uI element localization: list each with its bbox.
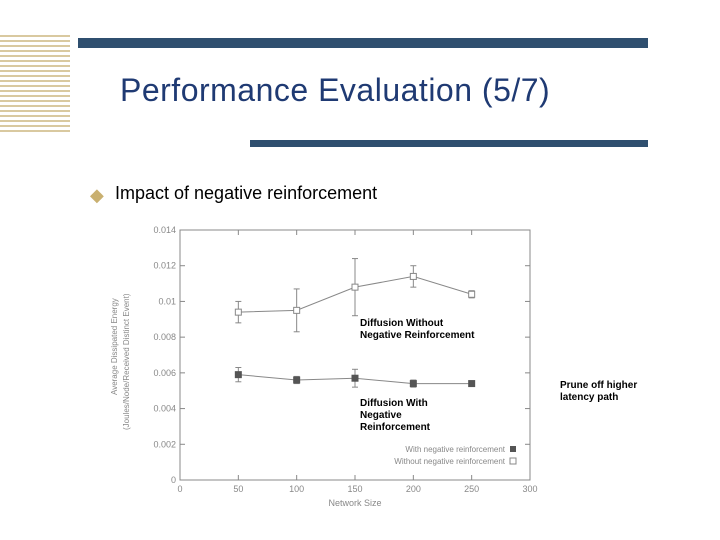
svg-text:100: 100 [289,484,304,494]
svg-text:0: 0 [177,484,182,494]
chart-container: 0 0.002 0.004 0.006 0.008 0.01 0.012 0.014 0 50 10… [120,220,540,510]
svg-text:0.014: 0.014 [153,225,176,235]
bullet-diamond-icon: ◆ [90,185,104,206]
svg-text:0.012: 0.012 [153,261,176,271]
svg-text:0.01: 0.01 [158,296,176,306]
chart-svg: 0 0.002 0.004 0.006 0.008 0.01 0.012 0.014 0 50 10… [120,220,540,510]
svg-text:300: 300 [522,484,537,494]
svg-text:0.002: 0.002 [153,439,176,449]
svg-text:200: 200 [406,484,421,494]
svg-text:0.006: 0.006 [153,368,176,378]
bullet-text: Impact of negative reinforcement [115,183,377,204]
svg-text:50: 50 [233,484,243,494]
annotation-without-negative: Diffusion WithoutNegative Reinforcement [360,318,474,342]
svg-text:0: 0 [171,475,176,485]
decorative-stripes [0,35,70,135]
title-top-bar [78,38,648,48]
annotation-prune: Prune off higherlatency path [560,380,637,404]
svg-text:0.004: 0.004 [153,404,176,414]
svg-text:150: 150 [347,484,362,494]
chart-ylabel-line1: Average Dissipated Energy [110,298,119,395]
annotation-with-negative: Diffusion WithNegativeReinforcement [360,398,430,434]
svg-text:Without negative reinforcement: Without negative reinforcement [394,457,506,466]
svg-text:Network Size: Network Size [328,498,381,508]
title-underline [250,140,648,147]
svg-text:With negative reinforcement: With negative reinforcement [405,445,505,454]
svg-text:0.008: 0.008 [153,332,176,342]
svg-text:250: 250 [464,484,479,494]
slide-title: Performance Evaluation (5/7) [120,72,550,109]
